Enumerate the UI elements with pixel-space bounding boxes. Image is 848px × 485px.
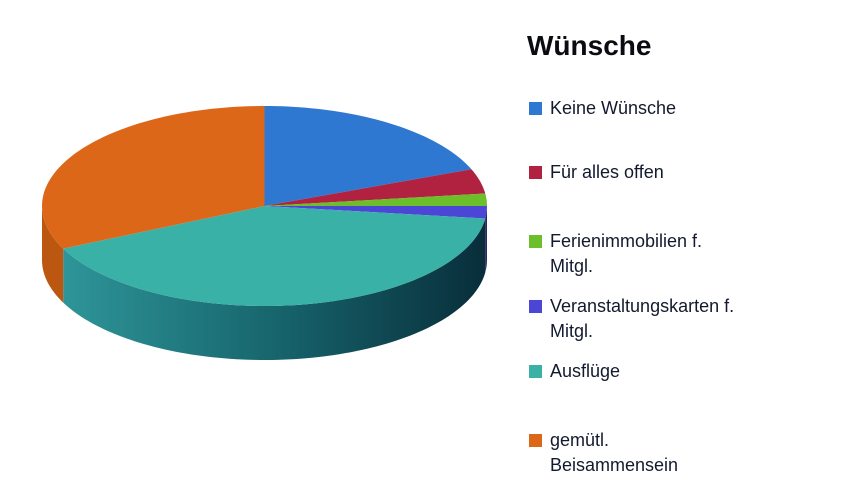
- pie-slice-0: [264, 106, 472, 206]
- pie-slice-5: [42, 106, 265, 249]
- pie-slice-3: [264, 206, 487, 219]
- legend-item: gemütl. Beisammensein: [529, 428, 741, 478]
- pie-wall-3: [485, 206, 487, 273]
- pie-slice-1: [264, 169, 486, 206]
- legend-item: Keine Wünsche: [529, 96, 741, 121]
- pie-wall-5: [42, 206, 64, 303]
- legend-swatch-icon: [529, 235, 542, 248]
- legend-swatch-icon: [529, 166, 542, 179]
- legend-item: Für alles offen: [529, 160, 741, 185]
- legend-swatch-icon: [529, 434, 542, 447]
- chart-title: Wünsche: [527, 30, 652, 61]
- legend-item-label: Ferienimmobilien f. Mitgl.: [550, 231, 703, 276]
- legend-item-label: Für alles offen: [550, 162, 664, 182]
- legend-item: Veranstaltungskarten f. Mitgl.: [529, 294, 741, 344]
- legend-item-label: gemütl. Beisammensein: [550, 430, 679, 475]
- legend-item: Ferienimmobilien f. Mitgl.: [529, 229, 741, 279]
- legend-item-label: Keine Wünsche: [550, 98, 677, 118]
- legend-swatch-icon: [529, 365, 542, 378]
- pie-chart: [42, 106, 487, 360]
- pie-slice-2: [264, 193, 487, 206]
- legend-swatch-icon: [529, 300, 542, 313]
- legend-item: Ausflüge: [529, 359, 741, 384]
- legend-swatch-icon: [529, 102, 542, 115]
- pie-wall-4: [63, 218, 486, 360]
- legend-item-label: Ausflüge: [550, 361, 621, 381]
- pie-slice-4: [63, 206, 486, 306]
- legend-item-label: Veranstaltungskarten f. Mitgl.: [550, 296, 735, 341]
